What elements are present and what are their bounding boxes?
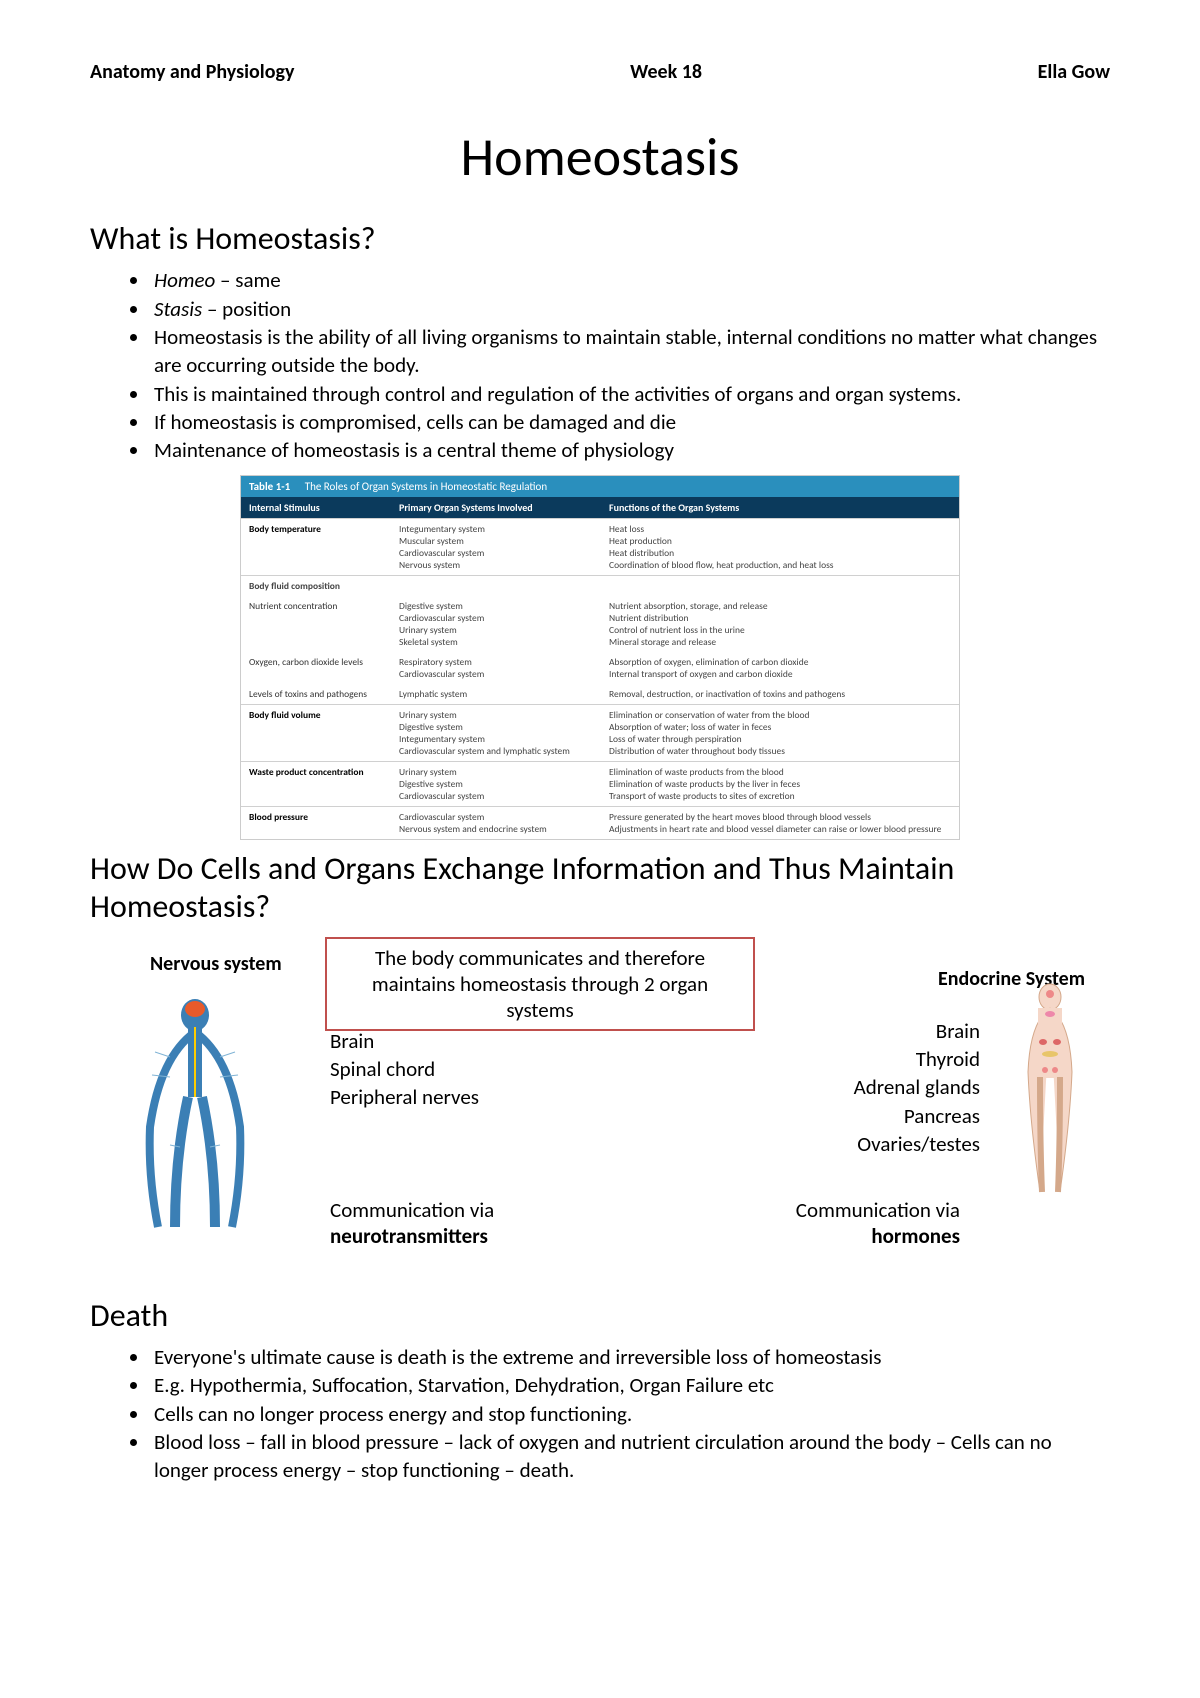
table-col2-header: Primary Organ Systems Involved bbox=[391, 497, 601, 518]
endocrine-communication-via: Communication via hormones bbox=[796, 1197, 960, 1250]
section1-bullets: Homeo – sameStasis – positionHomeostasis… bbox=[90, 266, 1110, 464]
nervous-components: BrainSpinal chordPeripheral nerves bbox=[330, 1027, 479, 1112]
list-item: Adrenal glands bbox=[854, 1073, 980, 1101]
table-header-row: Internal Stimulus Primary Organ Systems … bbox=[241, 497, 959, 518]
table-row: Body fluid volumeUrinary systemDigestive… bbox=[241, 704, 959, 761]
list-item: E.g. Hypothermia, Suffocation, Starvatio… bbox=[150, 1371, 1110, 1399]
table-caption: Table 1-1 The Roles of Organ Systems in … bbox=[241, 476, 959, 497]
communication-box: The body communicates and therefore main… bbox=[325, 937, 755, 1032]
section1-heading: What is Homeostasis? bbox=[90, 220, 1110, 258]
endocrine-via-prefix: Communication via bbox=[796, 1197, 960, 1223]
section3-bullets: Everyone's ultimate cause is death is th… bbox=[90, 1343, 1110, 1485]
endocrine-system-figure bbox=[1010, 982, 1090, 1202]
list-item: Thyroid bbox=[854, 1045, 980, 1073]
communication-diagram: Nervous system The body communicates and… bbox=[90, 937, 1110, 1287]
header-right: Ella Gow bbox=[1038, 60, 1110, 84]
header-left: Anatomy and Physiology bbox=[90, 60, 294, 84]
table-row: Body temperatureIntegumentary systemMusc… bbox=[241, 518, 959, 575]
page-title: Homeostasis bbox=[90, 124, 1110, 190]
table-caption-text: The Roles of Organ Systems in Homeostati… bbox=[305, 480, 547, 493]
section3-heading: Death bbox=[90, 1297, 1110, 1335]
header-center: Week 18 bbox=[630, 60, 702, 84]
nervous-via-prefix: Communication via bbox=[330, 1197, 494, 1223]
list-item: Blood loss – fall in blood pressure – la… bbox=[150, 1428, 1110, 1485]
list-item: Everyone's ultimate cause is death is th… bbox=[150, 1343, 1110, 1371]
list-item: Homeostasis is the ability of all living… bbox=[150, 323, 1110, 380]
table-row: Body fluid compositionNutrient concentra… bbox=[241, 575, 959, 704]
table-col3-header: Functions of the Organ Systems bbox=[601, 497, 959, 518]
table-row: Blood pressureCardiovascular systemNervo… bbox=[241, 806, 959, 839]
list-item: Brain bbox=[854, 1017, 980, 1045]
section2-heading: How Do Cells and Organs Exchange Informa… bbox=[90, 850, 1110, 927]
list-item: Spinal chord bbox=[330, 1055, 479, 1083]
list-item: Brain bbox=[330, 1027, 479, 1055]
nervous-communication-via: Communication via neurotransmitters bbox=[330, 1197, 494, 1250]
organ-systems-table: Table 1-1 The Roles of Organ Systems in … bbox=[240, 475, 960, 840]
list-item: If homeostasis is compromised, cells can… bbox=[150, 408, 1110, 436]
nervous-system-figure bbox=[140, 997, 250, 1237]
table-col1-header: Internal Stimulus bbox=[241, 497, 391, 518]
endocrine-components: BrainThyroidAdrenal glandsPancreasOvarie… bbox=[854, 1017, 980, 1159]
table-body: Body temperatureIntegumentary systemMusc… bbox=[241, 518, 959, 839]
endocrine-via-bold: hormones bbox=[871, 1223, 960, 1249]
list-item: This is maintained through control and r… bbox=[150, 380, 1110, 408]
list-item: Maintenance of homeostasis is a central … bbox=[150, 436, 1110, 464]
nervous-system-label: Nervous system bbox=[150, 952, 282, 976]
page-header: Anatomy and Physiology Week 18 Ella Gow bbox=[90, 60, 1110, 84]
list-item: Cells can no longer process energy and s… bbox=[150, 1400, 1110, 1428]
list-item: Stasis – position bbox=[150, 295, 1110, 323]
list-item: Homeo – same bbox=[150, 266, 1110, 294]
list-item: Ovaries/testes bbox=[854, 1130, 980, 1158]
table-row: Waste product concentrationUrinary syste… bbox=[241, 761, 959, 806]
list-item: Pancreas bbox=[854, 1102, 980, 1130]
list-item: Peripheral nerves bbox=[330, 1083, 479, 1111]
table-label: Table 1-1 bbox=[249, 480, 290, 493]
nervous-via-bold: neurotransmitters bbox=[330, 1223, 488, 1249]
